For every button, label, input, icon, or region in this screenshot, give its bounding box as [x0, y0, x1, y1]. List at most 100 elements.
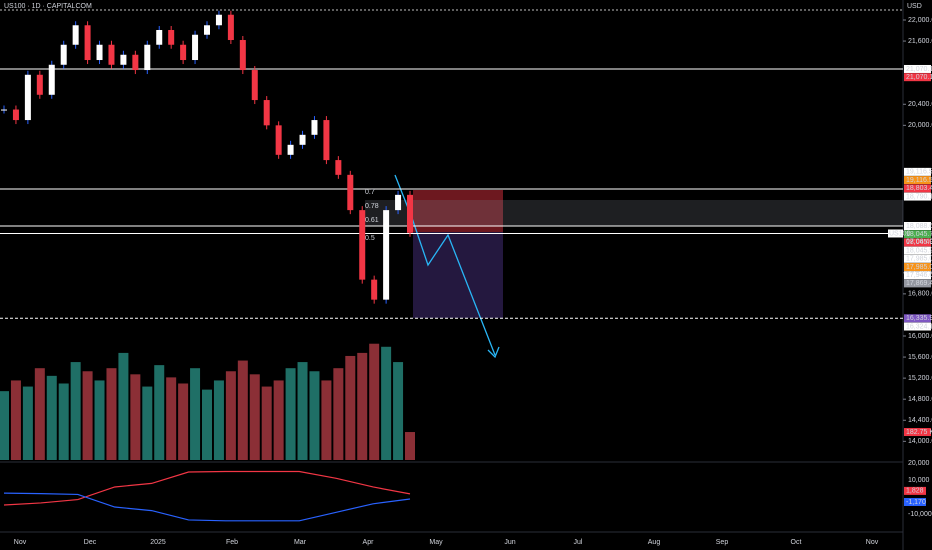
volume-bar: [10, 380, 21, 460]
volume-tag: [904, 428, 931, 437]
volume-bar: [0, 391, 9, 460]
price-tag-label: 21,070.1: [906, 66, 932, 73]
fib-label: 0.78: [365, 203, 379, 210]
candle: [156, 30, 163, 45]
volume-bar: [166, 377, 177, 460]
osc-tag-label: 1,828: [906, 488, 924, 495]
candle: [84, 25, 91, 61]
candle: [395, 194, 402, 211]
price-tag-label: 16,324.1: [906, 323, 932, 330]
time-label: Jul: [574, 539, 583, 546]
price-label: 22,000.0: [908, 17, 932, 24]
candle: [407, 194, 413, 233]
price-label: 16,000.0: [908, 333, 932, 340]
volume-bar: [130, 374, 141, 460]
price-label: 21,600.0: [908, 38, 932, 45]
candle: [215, 14, 222, 26]
volume-bar: [22, 386, 33, 460]
volume-bar: [393, 362, 404, 460]
candle: [347, 174, 354, 211]
price-tag: [904, 64, 931, 73]
candle: [371, 279, 378, 300]
candle: [299, 134, 306, 145]
candle: [192, 34, 199, 61]
price-tag: [904, 279, 931, 288]
candle: [168, 30, 175, 45]
volume-bar: [225, 371, 236, 460]
fib-label: 0.5: [365, 235, 375, 242]
volume-bar: [285, 368, 296, 460]
range-zone: [365, 200, 903, 226]
candle: [383, 210, 390, 300]
price-tag: [904, 73, 931, 82]
candle: [335, 160, 342, 175]
candle: [275, 125, 282, 155]
price-tag-label: 21,070.1: [906, 74, 932, 81]
time-label: Apr: [363, 539, 375, 546]
volume-bar: [46, 375, 57, 460]
price-tag: [904, 222, 931, 231]
time-label: Feb: [226, 539, 238, 546]
candle: [120, 54, 127, 65]
price-label: 14,800.0: [908, 396, 932, 403]
volume-bar: [333, 368, 344, 460]
volume-bar: [357, 352, 368, 460]
price-tag-label: 18,045.9: [906, 247, 932, 254]
price-tag-label: 19,116.5: [906, 169, 932, 176]
price-tag-label: 17,869.4: [906, 280, 932, 287]
price-tag: [904, 254, 931, 263]
time-label: Dec: [84, 539, 97, 546]
price-tag: [904, 263, 931, 272]
volume-bar: [202, 389, 212, 460]
price-label: 20,000.0: [908, 122, 932, 129]
price-tag-label: 18,790.1: [906, 193, 932, 200]
osc-tag: [904, 497, 926, 506]
candle: [36, 74, 43, 95]
volume-bar: [345, 355, 356, 460]
price-tag-label: 18,803.4: [906, 185, 932, 192]
target-zone: [413, 232, 503, 318]
candle: [12, 109, 19, 121]
price-tag: [904, 322, 931, 331]
countdown: 07:06:40: [906, 238, 932, 245]
volume-bar: [94, 380, 105, 460]
price-tag-label: 19,116.5: [906, 177, 932, 184]
symbol-title: US100 · 1D · CAPITALCOM: [4, 3, 92, 10]
volume-bar: [237, 360, 248, 460]
volume-bar: [309, 371, 320, 460]
candle: [263, 100, 270, 126]
candle: [1, 109, 7, 111]
price-tag-label: 17,985.0: [906, 264, 932, 271]
volume-bar: [213, 380, 224, 460]
osc-label: 20,000: [908, 460, 930, 467]
time-label: Nov: [14, 539, 27, 546]
volume-bar: [34, 368, 45, 460]
volume-tag-label: 182.75 K: [906, 429, 932, 436]
candle: [287, 144, 294, 155]
time-label: Aug: [648, 539, 661, 546]
volume-bar: [154, 365, 165, 460]
volume-bar: [369, 343, 380, 460]
time-label: Mar: [294, 539, 307, 546]
candle: [60, 44, 67, 65]
price-tag: [904, 238, 931, 247]
volume-bar: [297, 362, 308, 460]
osc-tag: [904, 486, 926, 495]
time-label: Sep: [716, 539, 729, 546]
price-label: 15,200.0: [908, 375, 932, 382]
price-tag: [904, 184, 931, 193]
volume-bar: [58, 383, 69, 460]
currency: USD: [907, 3, 922, 10]
candle: [24, 74, 31, 121]
candle: [323, 120, 330, 161]
price-tag: [904, 271, 931, 280]
candle: [311, 120, 318, 135]
price-label: 20,400.0: [908, 101, 932, 108]
layer: 0.7 0.78 0.61 0.5 22,000.0 21,600.0 20,400.0 20…: [0, 10, 932, 546]
candle: [204, 25, 210, 35]
volume-bar: [106, 368, 117, 460]
price-tag-label: 18,045.9: [906, 239, 932, 246]
price-tag-label: 18,088.6: [906, 223, 932, 230]
price-tag: [904, 192, 931, 201]
